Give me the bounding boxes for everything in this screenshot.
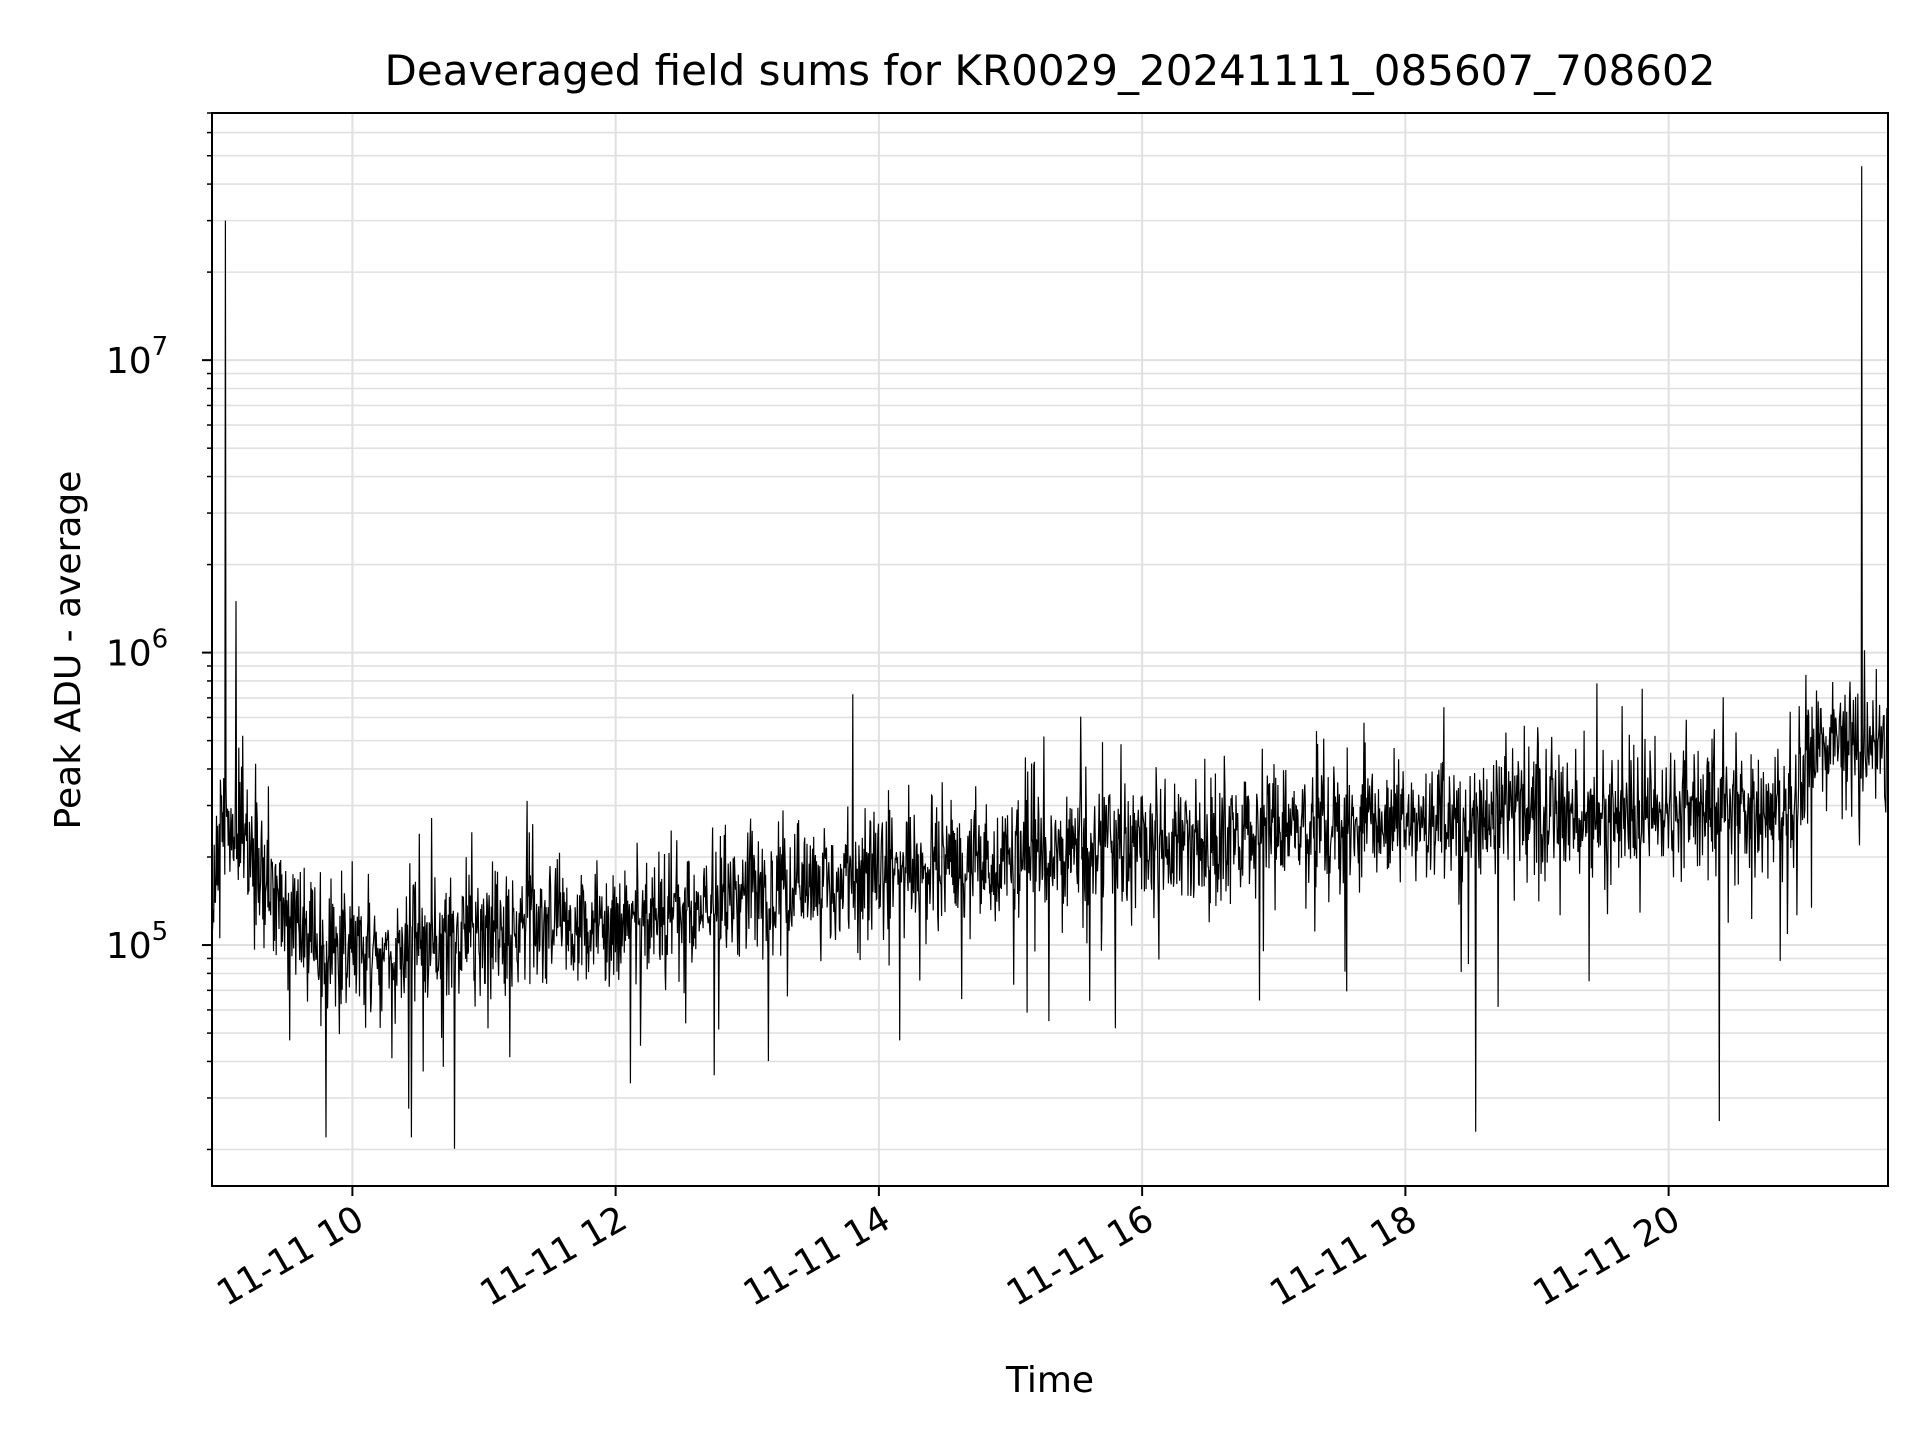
- series-line: [212, 166, 1888, 1149]
- plot-area: [212, 166, 1888, 1149]
- x-axis-label: Time: [1005, 1360, 1094, 1401]
- y-tick-label: 105: [106, 917, 168, 967]
- y-tick-base: 10: [106, 341, 152, 382]
- y-axis-label: Peak ADU - average: [48, 471, 89, 830]
- y-tick-base: 10: [106, 634, 152, 675]
- y-tick-label: 106: [106, 625, 168, 675]
- y-tick-exponent: 5: [152, 917, 169, 947]
- y-tick-base: 10: [106, 926, 152, 967]
- y-tick-exponent: 7: [152, 332, 169, 362]
- chart-title: Deaveraged field sums for KR0029_2024111…: [385, 46, 1716, 95]
- y-tick-exponent: 6: [152, 625, 169, 655]
- y-tick-label: 107: [106, 332, 168, 382]
- plot-frame: [211, 112, 1889, 1187]
